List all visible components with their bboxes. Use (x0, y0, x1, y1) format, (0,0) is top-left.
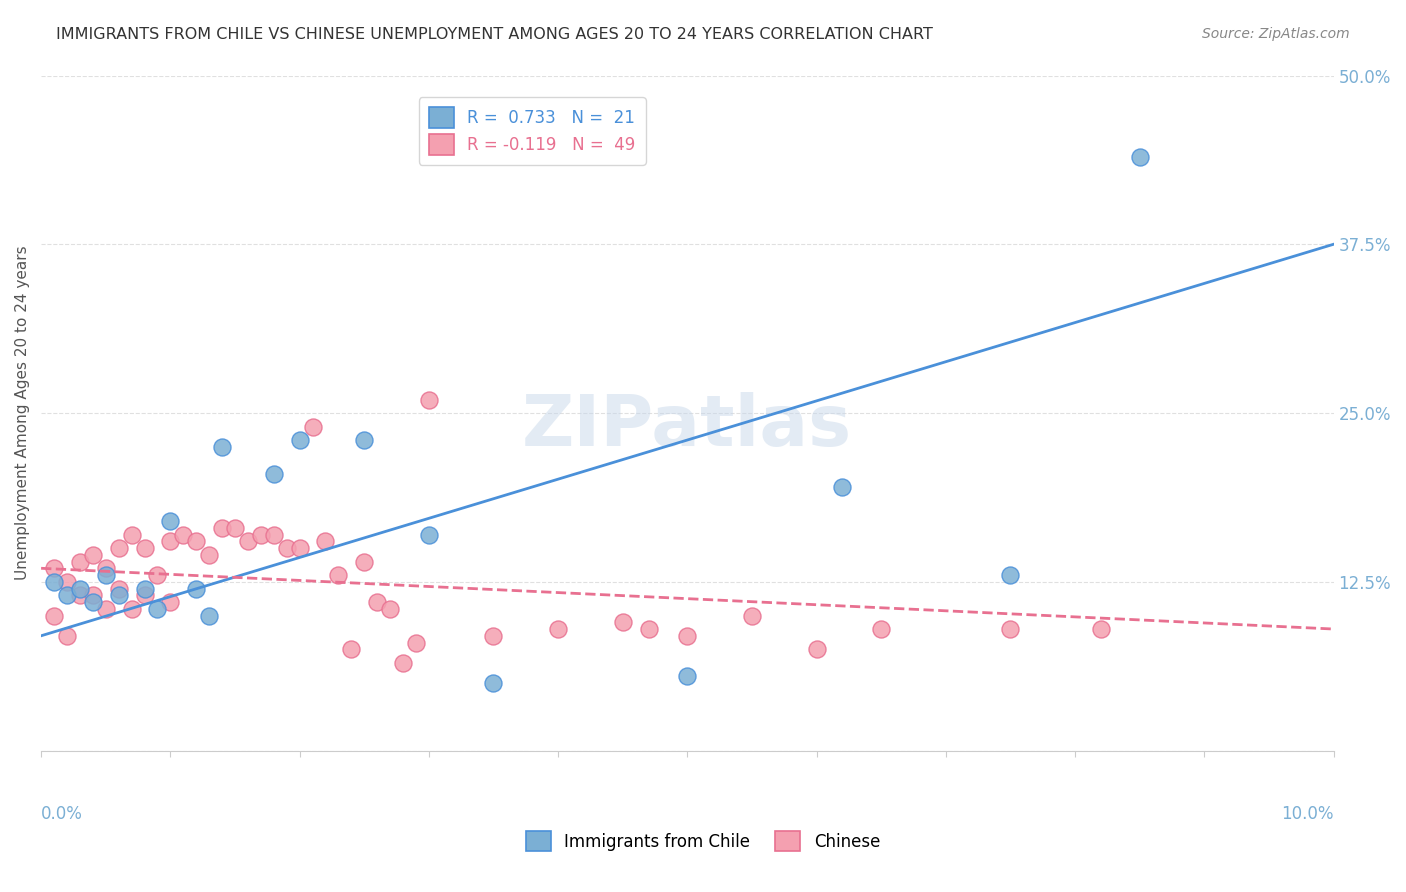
Point (82, 595, 104, 609)
Point (676, 629, 699, 643)
Point (482, 676, 505, 690)
Point (482, 629, 505, 643)
Point (263, 527, 285, 541)
Point (82, 588, 104, 602)
Point (366, 595, 388, 609)
Point (301, 419, 323, 434)
Point (42, 608, 65, 623)
Point (353, 555, 375, 569)
Point (186, 582, 208, 596)
Point (741, 608, 763, 623)
Legend: R =  0.733   N =  21, R = -0.119   N =  49: R = 0.733 N = 21, R = -0.119 N = 49 (419, 97, 645, 165)
Point (121, 527, 143, 541)
Point (134, 588, 156, 602)
Point (340, 642, 363, 657)
Point (159, 514, 181, 528)
Point (392, 656, 415, 670)
Point (236, 534, 259, 549)
Point (69, 555, 91, 569)
Text: Source: ZipAtlas.com: Source: ZipAtlas.com (1202, 27, 1350, 41)
Point (1129, 149, 1152, 163)
Point (288, 433, 311, 447)
Point (107, 582, 129, 596)
Point (637, 622, 659, 636)
Point (134, 582, 156, 596)
Text: 0.0%: 0.0% (41, 805, 83, 822)
Point (314, 534, 336, 549)
Point (134, 541, 156, 555)
Point (353, 433, 375, 447)
Point (107, 541, 129, 555)
Point (56, 588, 79, 602)
Point (69, 582, 91, 596)
Point (146, 568, 169, 582)
Point (224, 521, 246, 535)
Point (405, 635, 427, 649)
Point (94, 568, 117, 582)
Point (82, 548, 104, 562)
Point (159, 595, 181, 609)
Point (870, 622, 893, 636)
Point (418, 527, 440, 541)
Point (806, 642, 828, 657)
Point (676, 669, 699, 683)
Point (107, 588, 129, 602)
Point (276, 541, 298, 555)
Point (198, 548, 221, 562)
Point (328, 568, 350, 582)
Point (1000, 568, 1022, 582)
Point (159, 534, 181, 549)
Point (198, 608, 221, 623)
Point (56, 629, 79, 643)
Point (378, 601, 401, 615)
Point (172, 527, 194, 541)
Point (94, 561, 117, 575)
Point (612, 615, 634, 630)
Point (288, 541, 311, 555)
Point (42, 561, 65, 575)
Point (1000, 622, 1022, 636)
Point (211, 440, 233, 454)
Point (547, 622, 569, 636)
Point (42, 574, 65, 589)
Point (831, 480, 853, 494)
Y-axis label: Unemployment Among Ages 20 to 24 years: Unemployment Among Ages 20 to 24 years (15, 245, 30, 581)
Legend: Immigrants from Chile, Chinese: Immigrants from Chile, Chinese (516, 821, 890, 862)
Text: IMMIGRANTS FROM CHILE VS CHINESE UNEMPLOYMENT AMONG AGES 20 TO 24 YEARS CORRELAT: IMMIGRANTS FROM CHILE VS CHINESE UNEMPLO… (56, 27, 934, 42)
Point (211, 521, 233, 535)
Point (186, 534, 208, 549)
Point (418, 392, 440, 407)
Point (263, 467, 285, 481)
Point (250, 527, 273, 541)
Point (69, 588, 91, 602)
Text: 10.0%: 10.0% (1281, 805, 1333, 822)
Text: ZIPatlas: ZIPatlas (522, 392, 852, 461)
Point (1090, 622, 1112, 636)
Point (56, 574, 79, 589)
Point (146, 601, 169, 615)
Point (94, 601, 117, 615)
Point (121, 601, 143, 615)
